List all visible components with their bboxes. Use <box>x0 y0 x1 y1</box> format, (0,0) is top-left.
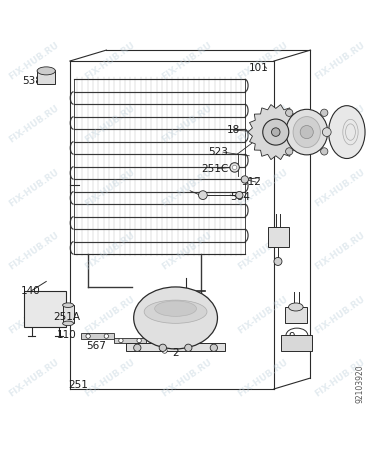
Text: FIX-HUB.RU: FIX-HUB.RU <box>160 357 213 399</box>
Text: FIX-HUB.RU: FIX-HUB.RU <box>160 167 213 208</box>
Bar <box>114 338 147 343</box>
Text: FIX-HUB.RU: FIX-HUB.RU <box>7 167 60 208</box>
Circle shape <box>286 109 293 117</box>
Text: 251: 251 <box>68 380 88 390</box>
Circle shape <box>137 338 141 343</box>
Circle shape <box>236 192 243 199</box>
Text: FIX-HUB.RU: FIX-HUB.RU <box>7 294 60 335</box>
Text: FIX-HUB.RU: FIX-HUB.RU <box>160 231 213 272</box>
Text: 567: 567 <box>86 341 106 351</box>
Text: FIX-HUB.RU: FIX-HUB.RU <box>313 167 366 208</box>
Text: FIX-HUB.RU: FIX-HUB.RU <box>160 40 213 81</box>
Text: FIX-HUB.RU: FIX-HUB.RU <box>7 104 60 145</box>
Circle shape <box>185 344 192 351</box>
Circle shape <box>134 344 141 351</box>
Circle shape <box>119 338 123 343</box>
Text: 584: 584 <box>230 192 250 202</box>
Ellipse shape <box>63 303 73 307</box>
Text: 110: 110 <box>57 330 77 340</box>
Text: 101: 101 <box>248 63 268 73</box>
Circle shape <box>241 176 248 183</box>
Text: 251A: 251A <box>53 312 81 322</box>
Text: FIX-HUB.RU: FIX-HUB.RU <box>313 104 366 145</box>
Text: FIX-HUB.RU: FIX-HUB.RU <box>83 294 137 335</box>
Circle shape <box>86 334 90 338</box>
Text: FIX-HUB.RU: FIX-HUB.RU <box>160 104 213 145</box>
Text: 120: 120 <box>267 239 286 249</box>
Ellipse shape <box>134 287 217 349</box>
Text: FIX-HUB.RU: FIX-HUB.RU <box>83 231 137 272</box>
Text: 9: 9 <box>289 332 295 342</box>
Bar <box>269 227 289 247</box>
Text: 8: 8 <box>289 310 295 320</box>
Text: 2: 2 <box>172 348 179 358</box>
Text: FIX-HUB.RU: FIX-HUB.RU <box>236 40 290 81</box>
Ellipse shape <box>144 300 207 324</box>
Ellipse shape <box>63 321 73 326</box>
Text: FIX-HUB.RU: FIX-HUB.RU <box>313 40 366 81</box>
Circle shape <box>232 165 237 170</box>
Text: FIX-HUB.RU: FIX-HUB.RU <box>313 231 366 272</box>
Circle shape <box>300 126 313 139</box>
Text: 140: 140 <box>21 286 40 296</box>
Circle shape <box>104 334 109 338</box>
Text: 523: 523 <box>209 147 228 157</box>
Text: 251C: 251C <box>201 163 228 174</box>
Ellipse shape <box>293 117 320 148</box>
Circle shape <box>272 128 280 136</box>
Text: FIX-HUB.RU: FIX-HUB.RU <box>236 167 290 208</box>
Text: 312: 312 <box>241 177 261 187</box>
Text: FIX-HUB.RU: FIX-HUB.RU <box>236 294 290 335</box>
Bar <box>126 343 225 351</box>
Ellipse shape <box>37 67 55 75</box>
Text: 538: 538 <box>22 76 43 86</box>
Circle shape <box>198 191 207 199</box>
Circle shape <box>322 128 331 136</box>
Text: 18: 18 <box>226 125 240 135</box>
Circle shape <box>230 163 239 172</box>
Bar <box>281 335 312 351</box>
Text: FIX-HUB.RU: FIX-HUB.RU <box>160 294 213 335</box>
Bar <box>63 305 73 324</box>
Text: FIX-HUB.RU: FIX-HUB.RU <box>236 231 290 272</box>
Text: FIX-HUB.RU: FIX-HUB.RU <box>7 231 60 272</box>
Text: FIX-HUB.RU: FIX-HUB.RU <box>83 167 137 208</box>
Circle shape <box>321 109 328 117</box>
Text: FIX-HUB.RU: FIX-HUB.RU <box>7 40 60 81</box>
Text: FIX-HUB.RU: FIX-HUB.RU <box>7 357 60 399</box>
Circle shape <box>159 344 166 351</box>
Text: FIX-HUB.RU: FIX-HUB.RU <box>236 104 290 145</box>
Text: FIX-HUB.RU: FIX-HUB.RU <box>236 357 290 399</box>
Text: FIX-HUB.RU: FIX-HUB.RU <box>83 40 137 81</box>
Text: FIX-HUB.RU: FIX-HUB.RU <box>83 357 137 399</box>
Circle shape <box>286 148 293 155</box>
Circle shape <box>321 148 328 155</box>
Circle shape <box>263 119 289 145</box>
Ellipse shape <box>286 109 328 155</box>
Bar <box>81 333 114 339</box>
Ellipse shape <box>329 106 365 158</box>
Text: FIX-HUB.RU: FIX-HUB.RU <box>313 294 366 335</box>
Ellipse shape <box>155 301 197 316</box>
Text: 92103920: 92103920 <box>355 364 364 403</box>
Text: FIX-HUB.RU: FIX-HUB.RU <box>83 104 137 145</box>
Polygon shape <box>248 104 304 160</box>
Bar <box>37 70 55 84</box>
Circle shape <box>162 348 167 353</box>
Bar <box>285 307 307 324</box>
Bar <box>24 291 66 327</box>
Circle shape <box>274 257 282 266</box>
Text: FIX-HUB.RU: FIX-HUB.RU <box>313 357 366 399</box>
Circle shape <box>210 344 217 351</box>
Ellipse shape <box>289 303 303 311</box>
